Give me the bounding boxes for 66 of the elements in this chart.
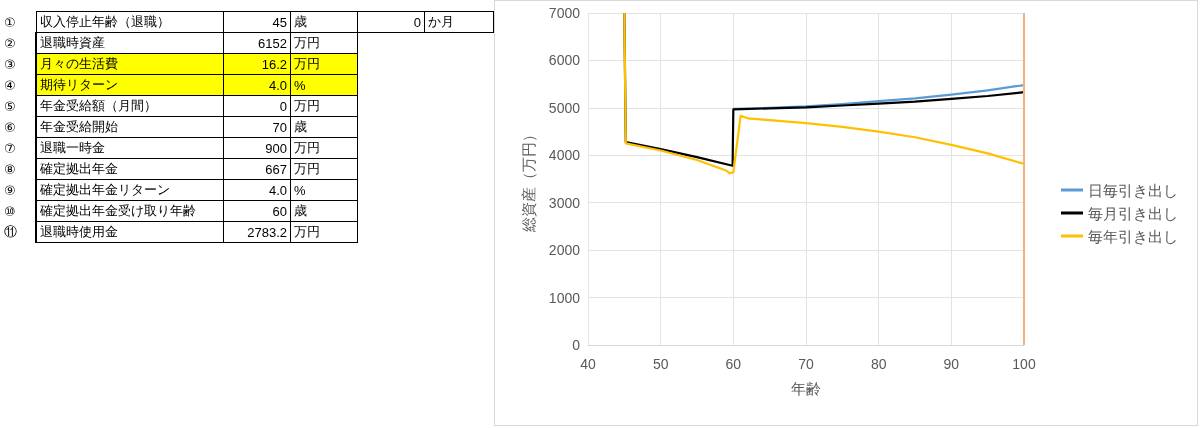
legend-label: 毎月引き出し xyxy=(1088,204,1178,222)
text: ⑦ xyxy=(4,139,17,158)
text: 万円 xyxy=(290,221,358,243)
text: か月 xyxy=(424,11,494,33)
x-axis-title: 年齢 xyxy=(791,380,821,397)
x-tick-label: 70 xyxy=(798,356,814,372)
y-tick-label: 1000 xyxy=(548,289,581,306)
text: 667 xyxy=(223,158,291,180)
x-tick-label: 60 xyxy=(725,356,742,372)
text: 確定拠出年金受け取り年齢 xyxy=(36,200,224,222)
text: 万円 xyxy=(290,32,358,54)
x-tick-label: 40 xyxy=(580,356,596,372)
text: ① xyxy=(4,13,17,32)
legend-label: 毎年引き出し xyxy=(1088,227,1178,245)
text: 70 xyxy=(223,116,291,138)
text: ⑪ xyxy=(4,223,18,241)
text: 万円 xyxy=(290,53,358,75)
text: 確定拠出年金リターン xyxy=(36,179,224,201)
x-tick-label: 50 xyxy=(652,356,669,372)
text: 45 xyxy=(223,11,291,33)
text: 900 xyxy=(223,137,291,159)
text: ⑨ xyxy=(4,181,17,200)
legend-label: 日毎引き出し xyxy=(1088,181,1178,199)
text: 退職時使用金 xyxy=(36,221,224,243)
y-axis-title: 総資産（万円） xyxy=(520,126,537,233)
text: % xyxy=(290,74,358,96)
y-tick-label: 7000 xyxy=(548,5,581,21)
text: 0 xyxy=(223,95,291,117)
text: ⑤ xyxy=(4,97,17,116)
text: 収入停止年齢（退職） xyxy=(36,11,224,33)
x-tick-label: 90 xyxy=(943,356,960,372)
text: ③ xyxy=(4,55,17,74)
text: 歳 xyxy=(290,200,358,222)
text: 16.2 xyxy=(223,53,291,75)
y-tick-label: 2000 xyxy=(548,242,581,259)
text: ④ xyxy=(4,76,17,95)
text: 万円 xyxy=(290,137,358,159)
y-tick-label: 3000 xyxy=(548,194,581,211)
x-tick-label: 100 xyxy=(1012,356,1036,372)
text: 年金受給額（月間） xyxy=(36,95,224,117)
y-tick-label: 4000 xyxy=(548,147,581,164)
x-tick-label: 80 xyxy=(870,356,887,372)
text: 月々の生活費 xyxy=(36,53,224,75)
text: 万円 xyxy=(290,158,358,180)
text: 0 xyxy=(357,11,425,33)
text: 万円 xyxy=(290,95,358,117)
text: 退職一時金 xyxy=(36,137,224,159)
text: 2783.2 xyxy=(223,221,291,243)
text: % xyxy=(290,179,358,201)
text: ⑧ xyxy=(4,160,17,179)
text: 退職時資産 xyxy=(36,32,224,54)
text: 6152 xyxy=(223,32,291,54)
text: 期待リターン xyxy=(36,74,224,96)
text: 4.0 xyxy=(223,74,291,96)
y-tick-label: 5000 xyxy=(548,99,581,116)
text: ⑥ xyxy=(4,118,17,137)
text: 4.0 xyxy=(223,179,291,201)
y-tick-label: 6000 xyxy=(548,52,581,69)
text: ② xyxy=(4,34,17,53)
text: 歳 xyxy=(290,11,358,33)
text: 歳 xyxy=(290,116,358,138)
text: ⑩ xyxy=(4,202,17,221)
text: 確定拠出年金 xyxy=(36,158,224,180)
y-tick-label: 0 xyxy=(572,337,581,353)
text: 年金受給開始 xyxy=(36,116,224,138)
text: 60 xyxy=(223,200,291,222)
